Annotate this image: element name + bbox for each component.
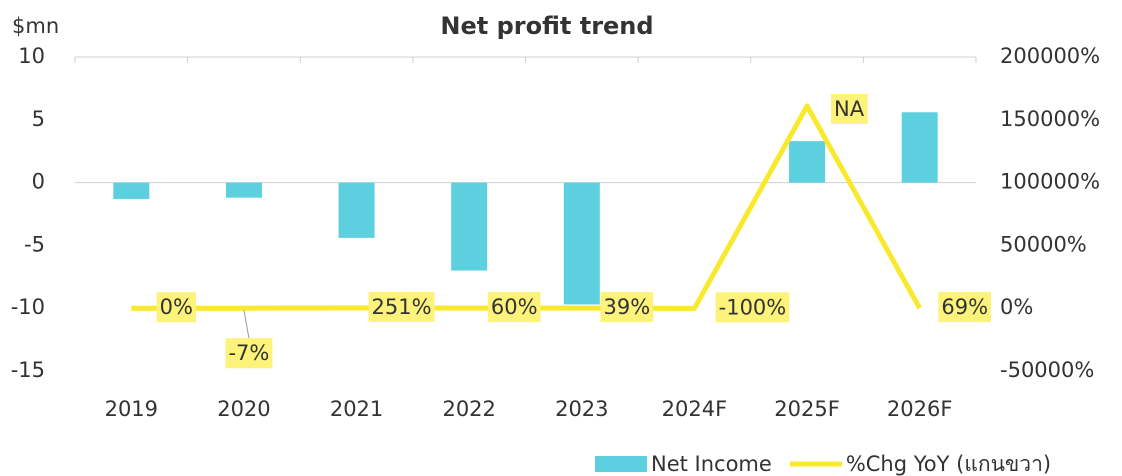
x-tick-label: 2023	[555, 397, 608, 421]
x-tick-label: 2019	[105, 397, 158, 421]
line	[131, 103, 922, 311]
data-label-box	[600, 292, 654, 323]
data-label-box	[156, 292, 196, 323]
legend-label: %Chg YoY (แกนขวา)	[846, 452, 1051, 476]
x-tick-label: 2026F	[887, 397, 953, 421]
data-label: NA	[834, 97, 865, 121]
y-tick-label: 5	[32, 107, 45, 131]
data-label-box	[487, 292, 541, 323]
data-label-box	[938, 292, 992, 323]
y2-tick-label: 200000%	[1000, 44, 1100, 68]
bar	[901, 112, 938, 183]
data-label: -7%	[228, 341, 269, 365]
y-tick-label: 0	[32, 170, 45, 194]
data-label-box	[715, 292, 790, 323]
x-tick-label: 2025F	[774, 397, 840, 421]
legend-label: Net Income	[651, 452, 772, 476]
data-label: 0%	[160, 295, 193, 319]
x-tick-label: 2020	[217, 397, 270, 421]
y2-tick-label: 50000%	[1000, 232, 1087, 256]
data-label: 39%	[603, 295, 650, 319]
y2-tick-label: 0%	[1000, 295, 1033, 319]
data-label-box	[831, 93, 868, 124]
data-label: 251%	[372, 295, 432, 319]
bar	[789, 141, 826, 183]
data-label-box	[225, 338, 273, 369]
x-tick-label: 2021	[330, 397, 383, 421]
legend-swatch	[595, 456, 647, 472]
y-tick-label: 10	[18, 44, 45, 68]
leader-line	[243, 310, 250, 339]
bar	[451, 182, 488, 271]
x-tick-label: 2024F	[662, 397, 728, 421]
data-label: 69%	[941, 295, 988, 319]
y2-tick-label: 100000%	[1000, 170, 1100, 194]
y-tick-label: -10	[11, 295, 45, 319]
chart-title: Net profit trend	[440, 12, 653, 40]
bar	[113, 182, 150, 199]
y-axis-label: $mn	[12, 14, 59, 38]
y2-tick-label: -50000%	[1000, 358, 1094, 382]
data-label: -100%	[719, 295, 787, 319]
bar	[338, 182, 375, 238]
data-label-box	[368, 291, 435, 322]
bar	[563, 182, 600, 305]
y-tick-label: -5	[24, 232, 45, 256]
x-tick-label: 2022	[442, 397, 495, 421]
bar	[225, 182, 262, 198]
data-label: 60%	[491, 295, 538, 319]
y2-tick-label: 150000%	[1000, 107, 1100, 131]
y-tick-label: -15	[11, 358, 45, 382]
